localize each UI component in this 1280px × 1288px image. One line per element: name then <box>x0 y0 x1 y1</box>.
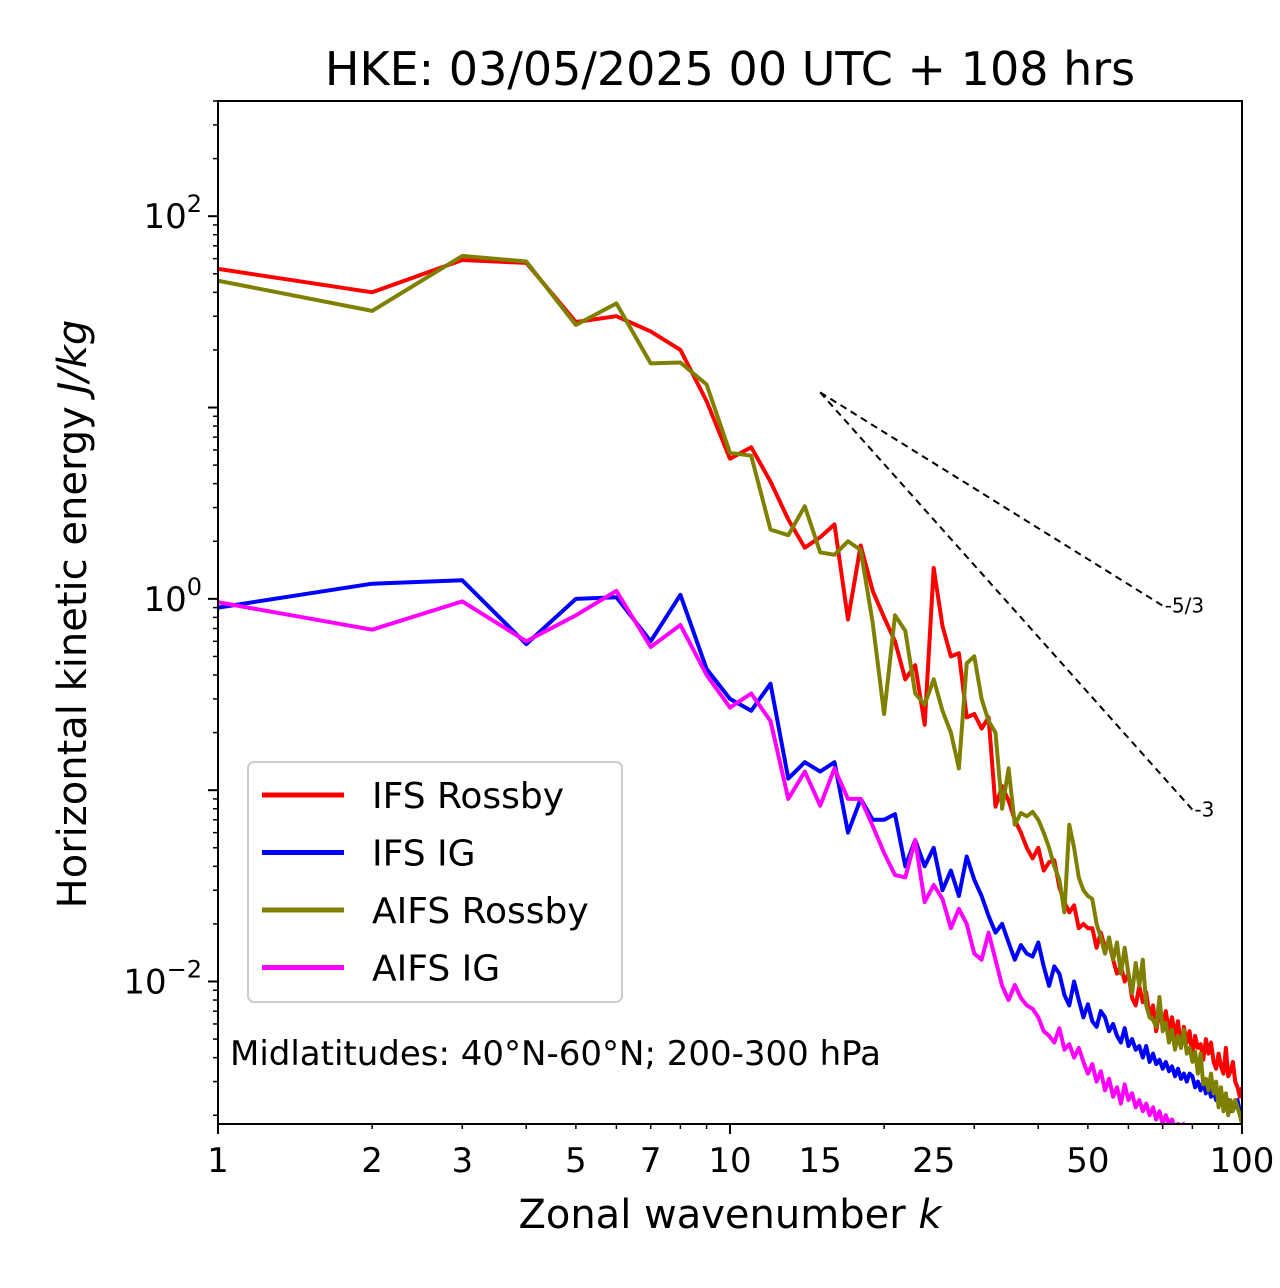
x-tick-label: 7 <box>640 1141 662 1181</box>
legend-label: AIFS Rossby <box>372 891 589 932</box>
x-tick-label: 3 <box>451 1141 473 1181</box>
x-tick-label: 25 <box>912 1141 955 1181</box>
slope-label: -5/3 <box>1165 594 1204 618</box>
slope-line <box>819 391 1164 607</box>
x-axis-label-text: Zonal wavenumber <box>518 1192 906 1238</box>
y-tick-base: 10 <box>143 580 186 620</box>
legend: IFS Rossby IFS IG AIFS Rossby AIFS IG <box>247 761 623 1003</box>
series-line-ifs-rossby <box>218 258 1242 1099</box>
x-tick-label: 50 <box>1066 1141 1109 1181</box>
plot-frame <box>217 100 1243 1125</box>
x-tick-label: 2 <box>361 1141 383 1181</box>
x-axis-label: Zonal wavenumber k <box>518 1192 943 1238</box>
legend-items: IFS Rossby IFS IG AIFS Rossby AIFS IG <box>262 776 589 990</box>
x-tick-label: 10 <box>708 1141 751 1181</box>
x-tick-label: 15 <box>799 1141 842 1181</box>
legend-box <box>247 761 623 1003</box>
x-axis-variable: k <box>918 1192 943 1238</box>
y-tick-label: 10−2 <box>123 956 202 1003</box>
y-tick-base: 10 <box>143 197 186 237</box>
x-tick-label: 5 <box>565 1141 587 1181</box>
legend-label: AIFS IG <box>372 949 500 990</box>
y-tick-base: 10 <box>123 963 166 1003</box>
y-axis-label: Horizontal kinetic energy J/kg <box>50 320 96 909</box>
slope-label: -3 <box>1194 798 1214 822</box>
y-tick-exponent: 0 <box>187 573 202 601</box>
y-tick-exponent: 2 <box>187 190 202 218</box>
slope-line <box>819 391 1194 811</box>
series-line-ifs-ig <box>218 578 1242 1114</box>
series-layer <box>218 253 1242 1124</box>
y-tick-exponent: −2 <box>167 956 202 984</box>
y-axis-label-text: Horizontal kinetic energy <box>50 406 96 908</box>
x-tick-label: 1 <box>207 1141 229 1181</box>
reference-slopes: -5/3 -3 <box>819 391 1214 822</box>
region-annotation: Midlatitudes: 40°N-60°N; 200-300 hPa <box>230 1034 881 1074</box>
y-axis-unit: J/kg <box>50 320 96 401</box>
x-tick-label: 100 <box>1210 1141 1275 1181</box>
series-line-aifs-rossby <box>218 253 1242 1124</box>
y-tick-label: 100 <box>143 573 202 620</box>
legend-label: IFS Rossby <box>372 776 564 817</box>
x-axis-ticks: 1 2 3 5 7 10 15 25 50 100 <box>207 1124 1274 1181</box>
chart-title: HKE: 03/05/2025 00 UTC + 108 hrs <box>325 42 1135 96</box>
legend-label: IFS IG <box>372 834 476 875</box>
y-tick-label: 102 <box>143 190 202 237</box>
series-line-aifs-ig <box>218 588 1186 1124</box>
